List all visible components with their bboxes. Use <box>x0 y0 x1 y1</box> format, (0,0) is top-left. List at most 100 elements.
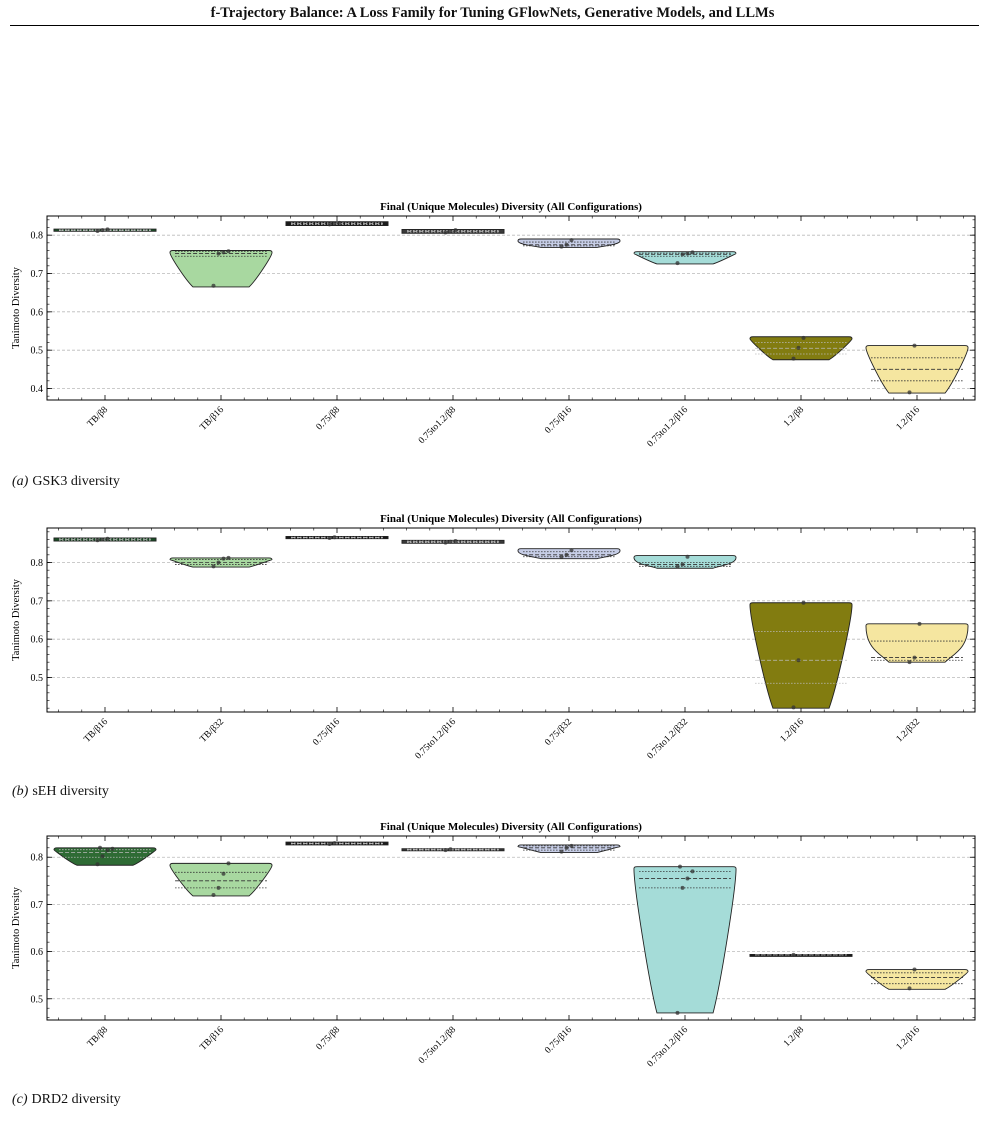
data-point <box>453 539 458 544</box>
data-point <box>801 335 806 340</box>
violin-body <box>865 623 969 663</box>
data-point <box>332 841 337 846</box>
violin-body <box>865 969 969 990</box>
x-tick-label: 1.2/β16 <box>895 1025 923 1053</box>
data-point <box>685 554 690 559</box>
x-tick-label: TB/β8 <box>86 405 110 429</box>
x-tick-label: 0.75/β32 <box>543 717 574 748</box>
data-point <box>564 552 569 557</box>
plot-frame <box>46 527 976 713</box>
data-point <box>100 854 105 859</box>
data-point <box>453 228 458 233</box>
x-tick-label: 0.75/β16 <box>543 1025 574 1056</box>
violin-body <box>633 555 737 569</box>
violin-body <box>169 862 273 897</box>
data-point <box>680 252 685 257</box>
x-tick-label: 0.75/β8 <box>315 405 343 433</box>
data-point <box>332 535 337 540</box>
data-point <box>675 564 680 569</box>
page-header-text: f-Trajectory Balance: A Loss Family for … <box>210 5 775 21</box>
data-point <box>332 221 337 226</box>
x-tick-label: TB/β16 <box>198 1025 226 1053</box>
data-point <box>559 554 564 559</box>
caption-label: (a) <box>12 474 29 489</box>
data-point <box>211 892 216 897</box>
data-point <box>443 540 448 545</box>
violin-body <box>517 238 621 248</box>
x-tick-label: 1.2/β8 <box>782 1025 806 1049</box>
data-point <box>211 564 216 569</box>
data-point <box>95 538 100 543</box>
data-point <box>337 220 342 225</box>
data-point <box>100 537 105 542</box>
caption-text: sEH diversity <box>32 784 109 799</box>
x-tick-label: TB/β16 <box>198 405 226 433</box>
caption-gsk3: (a) GSK3 diversity <box>12 474 120 490</box>
caption-drd2: (c) DRD2 diversity <box>12 1092 121 1108</box>
data-point <box>221 556 226 561</box>
x-tick-label: 1.2/β16 <box>779 717 807 745</box>
data-point <box>448 229 453 234</box>
plot-frame <box>46 215 976 401</box>
y-tick-label: 0.5 <box>31 673 44 684</box>
x-tick-label: 0.75/β16 <box>543 405 574 436</box>
data-point <box>327 222 332 227</box>
chart-drd2-svg: Final (Unique Molecules) Diversity (All … <box>11 821 976 1070</box>
data-point <box>912 655 917 660</box>
data-point <box>912 343 917 348</box>
data-point <box>564 242 569 247</box>
data-point <box>559 849 564 854</box>
data-point <box>226 249 231 254</box>
data-point <box>796 658 801 663</box>
caption-label: (c) <box>12 1092 28 1107</box>
violin-body <box>749 602 853 709</box>
data-point <box>690 869 695 874</box>
data-point <box>907 986 912 991</box>
caption-seh: (b) sEH diversity <box>12 784 109 800</box>
data-point <box>95 862 100 867</box>
data-point <box>110 846 115 851</box>
data-point <box>226 861 231 866</box>
data-point <box>100 228 105 233</box>
data-point <box>211 283 216 288</box>
x-tick-label: 1.2/β16 <box>895 405 923 433</box>
data-point <box>327 842 332 847</box>
data-point <box>680 885 685 890</box>
data-point <box>95 228 100 233</box>
data-point <box>678 864 682 869</box>
data-point <box>791 356 796 361</box>
data-point <box>907 660 912 665</box>
data-point <box>216 885 221 890</box>
x-tick-label: 0.75to1.2/β16 <box>646 405 691 450</box>
data-point <box>917 621 922 626</box>
header-rule <box>10 25 979 26</box>
y-tick-label: 0.7 <box>31 596 44 607</box>
x-tick-label: 0.75to1.2/β32 <box>646 717 691 762</box>
data-point <box>685 876 690 881</box>
data-point <box>98 845 102 850</box>
data-point <box>443 848 448 853</box>
x-tick-label: 0.75/β8 <box>315 1025 343 1053</box>
data-point <box>216 251 221 256</box>
x-tick-label: TB/β32 <box>198 717 226 745</box>
y-axis-label: Tanimoto Diversity <box>11 578 22 661</box>
data-point <box>569 548 574 553</box>
data-point <box>105 848 110 853</box>
data-point <box>448 847 453 852</box>
data-point <box>690 250 695 255</box>
data-point <box>680 562 685 567</box>
y-tick-label: 0.6 <box>31 307 44 318</box>
data-point <box>559 244 564 249</box>
y-tick-label: 0.5 <box>31 994 44 1005</box>
data-point <box>791 952 796 957</box>
x-tick-label: 0.75to1.2/β8 <box>417 1025 458 1066</box>
data-point <box>105 227 110 232</box>
y-tick-label: 0.6 <box>31 635 44 646</box>
caption-label: (b) <box>12 784 29 799</box>
chart-title: Final (Unique Molecules) Diversity (All … <box>380 513 642 525</box>
x-tick-label: TB/β8 <box>86 1025 110 1049</box>
chart-seh: Final (Unique Molecules) Diversity (All … <box>0 512 985 782</box>
chart-drd2: Final (Unique Molecules) Diversity (All … <box>0 820 985 1090</box>
data-point <box>569 843 574 848</box>
x-tick-label: 0.75to1.2/β8 <box>417 405 458 446</box>
